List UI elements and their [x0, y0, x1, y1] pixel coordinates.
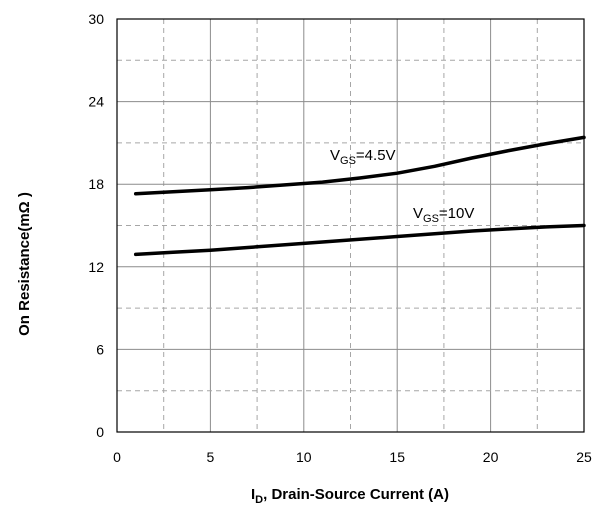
series-line-1: [133, 135, 586, 196]
series-label-rest: =4.5V: [356, 147, 396, 164]
series-label-2: VGS=10V: [413, 205, 474, 225]
x-tick-label: 5: [207, 449, 215, 465]
y-tick-label: 6: [96, 341, 104, 357]
series-label-subscript: GS: [423, 213, 439, 225]
series-label-main: V: [413, 205, 423, 222]
y-tick-label: 0: [96, 424, 104, 440]
series-label-subscript: GS: [340, 155, 356, 167]
x-axis-title-main: I: [251, 486, 255, 503]
y-axis-title: On Resistance(mΩ ): [16, 192, 33, 336]
y-tick-label: 24: [88, 94, 104, 110]
plot-frame: [116, 18, 585, 433]
x-axis-title-subscript: D: [255, 494, 263, 506]
x-tick-label: 0: [113, 449, 121, 465]
series-line-2: [133, 223, 586, 257]
series-label-1: VGS=4.5V: [330, 147, 396, 167]
y-tick-label: 12: [88, 259, 104, 275]
y-tick-label: 18: [88, 176, 104, 192]
x-tick-labels: 0 5 10 15 20 25: [113, 449, 592, 465]
x-tick-label: 20: [483, 449, 499, 465]
y-tick-label: 30: [88, 11, 104, 27]
x-axis-title: ID, Drain-Source Current (A): [251, 486, 449, 506]
x-tick-label: 15: [389, 449, 405, 465]
x-tick-label: 10: [296, 449, 312, 465]
series-lines: [133, 135, 586, 257]
series-label-main: V: [330, 147, 340, 164]
grid: [117, 19, 584, 432]
y-tick-labels: 0 6 12 18 24 30: [88, 11, 104, 440]
x-tick-label: 25: [576, 449, 592, 465]
x-axis-title-rest: , Drain-Source Current (A): [263, 486, 449, 503]
series-label-rest: =10V: [439, 205, 474, 222]
